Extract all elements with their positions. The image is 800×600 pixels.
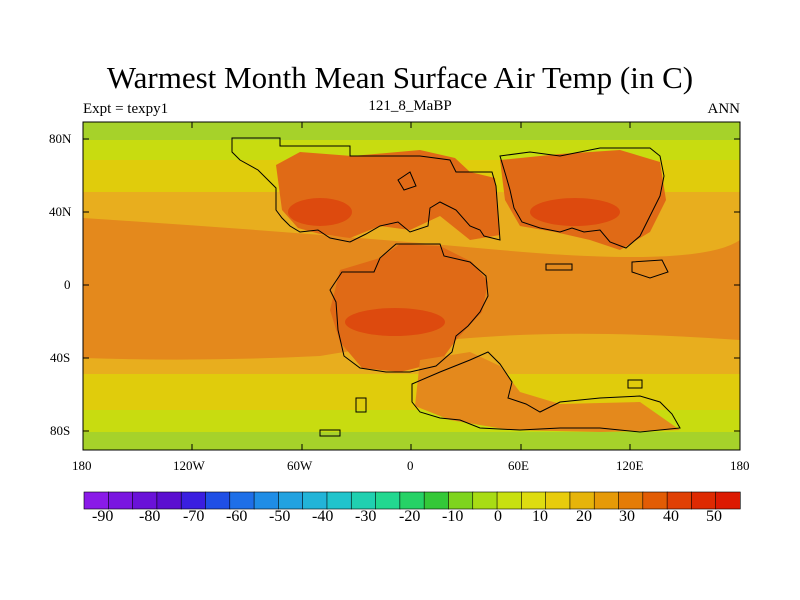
y-tick-label: 40N [49, 204, 72, 219]
colorbar-swatch [229, 491, 255, 510]
colorbar-swatch [521, 491, 547, 510]
colorbar-label: 10 [532, 508, 548, 525]
colorbar-label: -20 [399, 508, 421, 525]
tick-marks [83, 122, 740, 450]
map-title: Warmest Month Mean Surface Air Temp (in … [106, 60, 694, 95]
colorbar-swatch [399, 491, 425, 510]
south-continent [330, 244, 488, 372]
colorbar-swatch [715, 491, 741, 510]
colorbar-label: 20 [576, 508, 592, 525]
x-tick-label: 120W [173, 458, 205, 473]
colorbar-swatch [132, 491, 158, 510]
southern-lands [415, 352, 680, 432]
y-tick-label: 40S [50, 350, 71, 365]
age-label: 121_8_MaBP [368, 98, 452, 114]
colorbar-labels: -90 -80 -70 -60 -50 -40 -30 -20 -10 0 10… [0, 508, 800, 528]
colorbar-swatch [642, 491, 668, 510]
colorbar-swatch [326, 491, 352, 510]
colorbar-swatch [253, 491, 279, 510]
colorbar-swatch [278, 491, 304, 510]
colorbar-swatch [302, 491, 328, 510]
colorbar-label: -60 [226, 508, 248, 525]
colorbar-label: -70 [183, 508, 205, 525]
x-tick-label: 0 [407, 458, 414, 473]
colorbar-swatch [496, 491, 522, 510]
colorbar-label: 40 [663, 508, 679, 525]
colorbar-label: -80 [139, 508, 161, 525]
colorbar-label: 0 [494, 508, 502, 525]
colorbar-swatch [205, 491, 231, 510]
colorbar-swatch [423, 491, 450, 510]
colorbar-swatch [448, 491, 474, 510]
colorbar-label: 50 [706, 508, 722, 525]
hotspot-2 [530, 198, 620, 226]
colorbar-swatch [180, 491, 207, 510]
colorbar-label: 30 [619, 508, 635, 525]
colorbar-swatch [545, 491, 571, 510]
experiment-label: Expt = texpy1 [83, 101, 169, 117]
coastlines [231, 137, 681, 437]
y-tick-label: 80S [50, 423, 71, 438]
season-label: ANN [707, 101, 741, 117]
colorbar-swatch [691, 491, 717, 510]
hotspot-1 [288, 198, 352, 226]
colorbar-label: -50 [269, 508, 291, 525]
colorbar-label: -30 [355, 508, 377, 525]
colorbar-swatch [618, 491, 644, 510]
colorbar-swatch [108, 491, 134, 510]
x-tick-label: 60E [508, 458, 529, 473]
x-tick-label: 180 [730, 458, 750, 473]
colorbar-swatch [472, 491, 498, 510]
hotspot-3 [345, 308, 445, 336]
temperature-field [83, 122, 740, 450]
colorbar-swatch [350, 491, 377, 510]
y-tick-label: 80N [49, 131, 72, 146]
colorbar-label: -10 [442, 508, 464, 525]
x-tick-label: 60W [287, 458, 313, 473]
colorbar-label: -90 [92, 508, 114, 525]
x-tick-label: 120E [616, 458, 644, 473]
y-tick-label: 0 [64, 277, 71, 292]
colorbar-swatch [666, 491, 693, 510]
colorbar-swatch [156, 491, 182, 510]
colorbar-swatch [83, 491, 109, 510]
colorbar-swatch [569, 491, 595, 510]
colorbar-label: -40 [312, 508, 334, 525]
colorbar-swatch [375, 491, 401, 510]
colorbar [83, 491, 741, 510]
x-tick-label: 180 [72, 458, 92, 473]
colorbar-swatch [593, 491, 620, 510]
